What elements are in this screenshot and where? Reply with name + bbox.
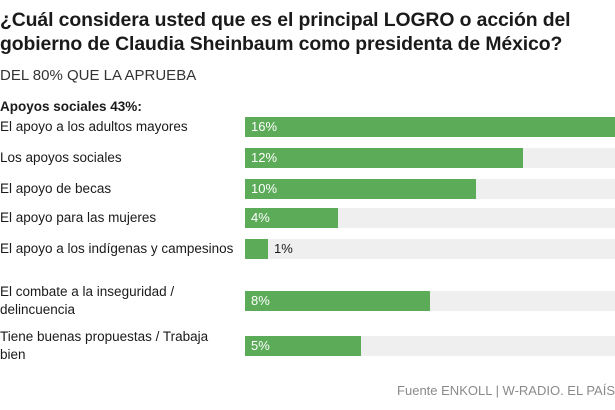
bar-value-label: 5%: [251, 338, 270, 353]
category-label: El apoyo de becas: [0, 180, 235, 198]
category-label-line: El combate a la inseguridad /: [0, 284, 175, 299]
category-label-line: Tiene buenas propuestas / Trabaja: [0, 329, 209, 344]
bar-value-label: 8%: [251, 293, 270, 308]
bar: [245, 117, 615, 137]
bar-value-label: 16%: [251, 119, 278, 134]
bar-value-label: 4%: [251, 210, 270, 225]
category-label: El apoyo para las mujeres: [0, 209, 235, 227]
category-label-line: El apoyo para las mujeres: [0, 210, 157, 225]
bar-value-label: 10%: [251, 181, 278, 196]
bar: [245, 208, 338, 228]
category-label-line: El apoyo a los adultos mayores: [0, 119, 188, 134]
category-label-line: El apoyo a los indígenas y campesinos: [0, 241, 234, 256]
category-label: Los apoyos sociales: [0, 149, 235, 167]
bar: [245, 336, 361, 356]
chart-title: ¿Cuál considera usted que es el principa…: [0, 8, 615, 56]
bar: [245, 239, 268, 259]
group-label: Apoyos sociales 43%:: [0, 99, 142, 114]
bar-value-label: 1%: [274, 241, 293, 256]
category-label: Tiene buenas propuestas / Trabaja bien: [0, 328, 235, 364]
bar: [245, 179, 476, 199]
source-note: Fuente ENKOLL | W-RADIO. EL PAÍS: [397, 383, 615, 398]
category-label-line: bien: [0, 347, 26, 362]
chart-title-line-1: ¿Cuál considera usted que es el principa…: [0, 9, 571, 31]
chart-subtitle: DEL 80% QUE LA APRUEBA: [0, 67, 197, 84]
category-label-line: delincuencia: [0, 302, 76, 317]
chart-title-line-2: gobierno de Claudia Sheinbaum como presi…: [0, 33, 563, 55]
category-label: El apoyo a los indígenas y campesinos: [0, 240, 235, 258]
bar: [245, 291, 430, 311]
category-label: El combate a la inseguridad / delincuenci…: [0, 283, 235, 319]
bar-track: [245, 239, 615, 259]
category-label: El apoyo a los adultos mayores: [0, 118, 235, 136]
bar-value-label: 12%: [251, 150, 278, 165]
category-label-line: Los apoyos sociales: [0, 150, 122, 165]
category-label-line: El apoyo de becas: [0, 181, 112, 196]
bar: [245, 148, 523, 168]
